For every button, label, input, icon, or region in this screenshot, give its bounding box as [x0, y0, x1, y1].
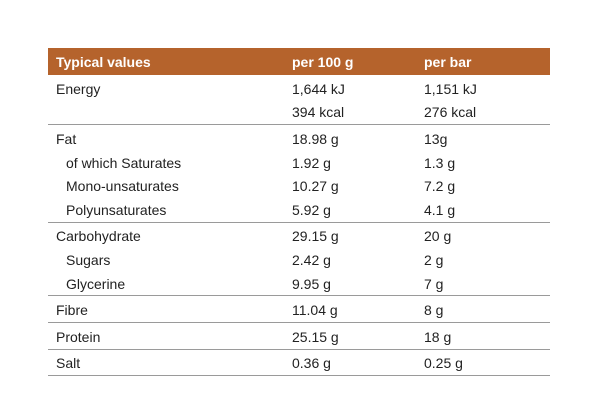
cell: 1.3 g	[424, 154, 456, 171]
row-group: Protein 25.15 g 18 g	[48, 323, 550, 350]
cell: 2 g	[424, 251, 444, 268]
cell: 18.98 g	[292, 130, 339, 147]
row: Energy 1,644 kJ 1,151 kJ	[48, 77, 550, 101]
cell: 10.27 g	[292, 178, 339, 195]
header-cell: Typical values	[56, 53, 151, 70]
cell: 7 g	[424, 275, 444, 292]
cell: Protein	[56, 328, 101, 345]
row: Fat 18.98 g 13g	[48, 127, 550, 151]
cell: Mono-unsaturates	[66, 178, 179, 195]
cell: 4.1 g	[424, 201, 456, 218]
row: Protein 25.15 g 18 g	[48, 325, 550, 349]
cell: 29.15 g	[292, 228, 339, 245]
cell: 9.95 g	[292, 275, 331, 292]
cell: 394 kcal	[292, 104, 345, 121]
cell: 0.36 g	[292, 355, 331, 372]
row: Glycerine 9.95 g 7 g	[48, 272, 550, 296]
cell: 1,644 kJ	[292, 80, 345, 97]
cell: Glycerine	[66, 275, 126, 292]
row: 394 kcal 276 kcal	[48, 101, 550, 125]
cell: Fibre	[56, 302, 88, 319]
cell: Fat	[56, 130, 77, 147]
cell: of which Saturates	[66, 154, 182, 171]
cell: 276 kcal	[424, 104, 477, 121]
cell: Salt	[56, 355, 81, 372]
row: Carbohydrate 29.15 g 20 g	[48, 225, 550, 249]
row: Mono-unsaturates 10.27 g 7.2 g	[48, 174, 550, 198]
cell: 13g	[424, 130, 448, 147]
row: Sugars 2.42 g 2 g	[48, 248, 550, 272]
cell: 0.25 g	[424, 355, 463, 372]
row-group: Fat 18.98 g 13g of which Saturates 1.92 g 1.3…	[48, 125, 550, 223]
cell: 8 g	[424, 302, 444, 319]
cell: Polyunsaturates	[66, 201, 167, 218]
row: of which Saturates 1.92 g 1.3 g	[48, 151, 550, 175]
cell: 7.2 g	[424, 178, 456, 195]
row: Fibre 11.04 g 8 g	[48, 298, 550, 322]
header-cell: per 100 g	[292, 53, 354, 70]
cell: 1,151 kJ	[424, 80, 477, 97]
cell: Carbohydrate	[56, 228, 141, 245]
row: Salt 0.36 g 0.25 g	[48, 352, 550, 376]
cell: 25.15 g	[292, 328, 339, 345]
row-group: Energy 1,644 kJ 1,151 kJ 394 kcal 276 kc…	[48, 75, 550, 126]
cell: 11.04 g	[292, 302, 338, 319]
header-row: Typical values per 100 g per bar	[48, 48, 550, 75]
cell: 18 g	[424, 328, 452, 345]
row-group: Fibre 11.04 g 8 g	[48, 296, 550, 323]
row-group: Carbohydrate 29.15 g 20 g Sugars 2.42 g 2 g Gl…	[48, 223, 550, 297]
header-cell: per bar	[424, 53, 472, 70]
row: Polyunsaturates 5.92 g 4.1 g	[48, 198, 550, 222]
row-group: Salt 0.36 g 0.25 g	[48, 350, 550, 377]
cell: Sugars	[66, 251, 111, 268]
cell: Energy	[56, 80, 101, 97]
nutrition-table: Typical values per 100 g per bar Energy …	[48, 48, 550, 377]
cell: 2.42 g	[292, 251, 331, 268]
cell: 1.92 g	[292, 154, 331, 171]
cell: 20 g	[424, 228, 452, 245]
cell: 5.92 g	[292, 201, 331, 218]
